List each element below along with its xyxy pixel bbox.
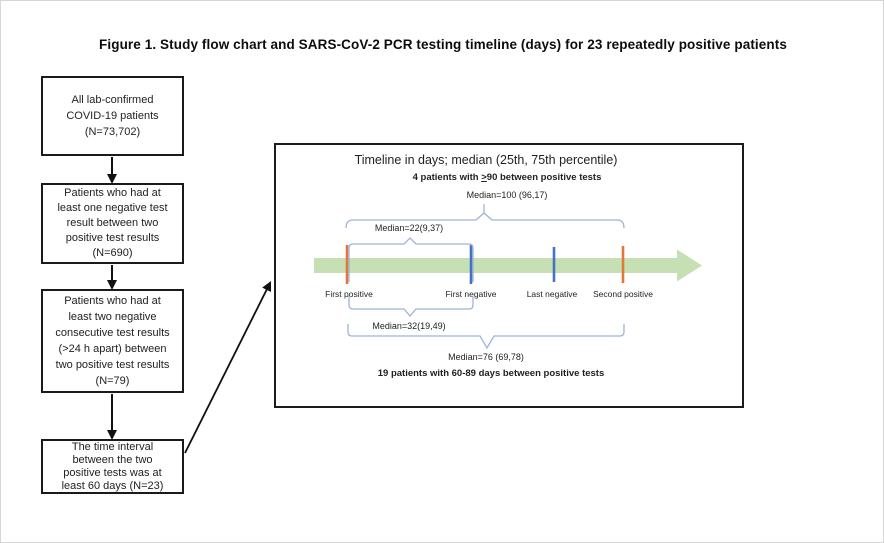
median-22-label: Median=22(9,37) [374,223,444,233]
flow-box-all-patients: All lab-confirmed COVID-19 patients (N=7… [41,76,184,156]
tick-label-first-negative: First negative [445,289,497,299]
flow-box-two-negatives: Patients who had at least two negative c… [41,289,184,393]
flow-box-60-days: The time interval between the two positi… [41,439,184,494]
median-32-label: Median=32(19,49) [372,321,446,331]
greater-equal-symbol: > [481,172,487,183]
tick-label-last-negative: Last negative [526,289,578,299]
timeline-panel: Timeline in days; median (25th, 75th per… [274,143,744,408]
median-76-label: Median=76 (69,78) [448,352,524,362]
flow-box-one-negative: Patients who had at least one negative t… [41,183,184,264]
figure-title: Figure 1. Study flow chart and SARS-CoV-… [99,37,787,52]
annotation-19-patients: 19 patients with 60-89 days between posi… [377,368,605,379]
median-100-label: Median=100 (96,17) [466,190,548,200]
tick-label-first-positive: First positive [325,289,373,299]
tick-label-second-positive: Second positive [592,289,653,299]
connector-arrow-to-panel [184,280,272,454]
annotation-4-patients: 4 patients with >90 between positive tes… [412,172,602,183]
timeline-panel-title: Timeline in days; median (25th, 75th per… [354,153,618,167]
